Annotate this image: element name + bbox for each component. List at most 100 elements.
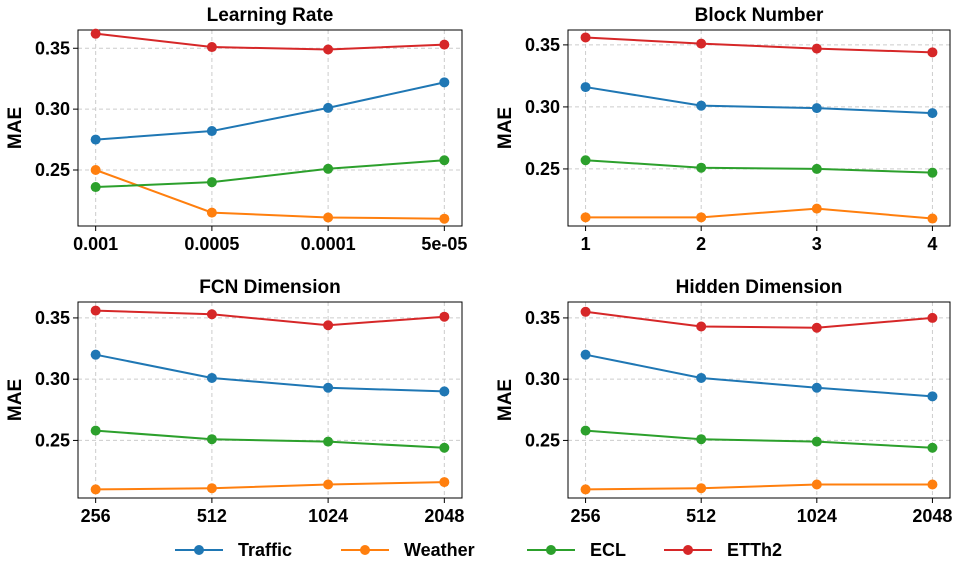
data-point-weather (811, 203, 822, 214)
x-tick-label: 4 (927, 234, 937, 254)
y-axis-label: MAE (495, 107, 516, 149)
data-point-weather (580, 484, 591, 495)
series-etth2 (580, 306, 938, 333)
data-point-weather (439, 477, 450, 488)
series-line-etth2 (95, 309, 445, 327)
data-point-ecl (927, 167, 938, 178)
series-traffic (580, 349, 938, 402)
x-tick-label: 512 (686, 506, 716, 526)
chart-title: Block Number (695, 5, 824, 26)
legend-item-ecl: ECL (527, 540, 626, 560)
data-point-ecl (439, 442, 450, 453)
data-point-ecl (206, 434, 217, 445)
data-point-traffic (323, 102, 334, 113)
y-tick-label: 0.25 (525, 159, 560, 179)
data-point-ecl (90, 182, 101, 193)
y-tick-label: 0.35 (35, 308, 70, 328)
y-tick-label: 0.25 (35, 160, 70, 180)
legend-swatch-marker (194, 545, 204, 555)
legend-swatch-marker (546, 545, 556, 555)
data-point-weather (90, 165, 101, 175)
data-point-etth2 (580, 306, 591, 317)
data-point-etth2 (439, 311, 450, 322)
data-point-etth2 (90, 305, 101, 316)
series-line-etth2 (95, 32, 445, 51)
y-tick-label: 0.25 (525, 430, 560, 450)
series-traffic (90, 77, 450, 145)
data-point-ecl (580, 155, 591, 166)
data-point-traffic (811, 103, 822, 114)
x-tick-label: 1024 (308, 506, 348, 526)
legend-item-etth2: ETTh2 (664, 540, 782, 560)
data-point-ecl (696, 162, 707, 173)
y-axis-label: MAE (5, 379, 26, 421)
data-point-etth2 (439, 39, 450, 50)
data-point-etth2 (90, 28, 101, 39)
x-tick-label: 0.0001 (301, 234, 356, 254)
data-point-traffic (206, 372, 217, 383)
plot-frame (77, 301, 463, 499)
data-point-etth2 (323, 320, 334, 331)
data-point-weather (90, 484, 101, 495)
y-axis-label: MAE (495, 379, 516, 421)
chart-title: FCN Dimension (199, 277, 340, 298)
data-point-ecl (696, 434, 707, 445)
data-point-traffic (927, 108, 938, 119)
legend-swatch-marker (360, 545, 370, 555)
data-point-ecl (323, 163, 334, 174)
series-line-weather (585, 483, 933, 491)
data-point-etth2 (696, 321, 707, 332)
x-tick-label: 0.0005 (184, 234, 239, 254)
data-point-ecl (90, 425, 101, 436)
data-point-traffic (580, 82, 591, 93)
data-point-weather (323, 212, 334, 223)
data-point-weather (811, 479, 822, 490)
data-point-weather (323, 479, 334, 490)
series-line-weather (585, 207, 933, 220)
x-tick-label: 256 (571, 506, 601, 526)
panel-fcn-dimension: 0.25 0.30 0.35 256 512 1024 2048 FCN Dimension M… (5, 277, 464, 526)
series-etth2 (90, 305, 450, 331)
series-line-ecl (95, 159, 445, 189)
series-weather (90, 477, 450, 495)
plot-frame (77, 29, 463, 227)
x-tick-label: 1 (581, 234, 591, 254)
y-axis-label: MAE (5, 107, 26, 149)
legend-item-weather: Weather (341, 540, 475, 560)
legend-label: ETTh2 (727, 540, 782, 560)
x-tick-label: 256 (81, 506, 111, 526)
data-point-etth2 (323, 44, 334, 55)
data-point-etth2 (696, 38, 707, 49)
data-point-ecl (580, 425, 591, 436)
data-point-traffic (696, 100, 707, 111)
series-ecl (580, 425, 938, 453)
series-ecl (580, 155, 938, 178)
data-point-etth2 (927, 47, 938, 58)
y-tick-label: 0.30 (525, 97, 560, 117)
data-point-etth2 (206, 42, 217, 53)
data-point-traffic (927, 391, 938, 402)
data-point-ecl (811, 163, 822, 174)
data-point-weather (696, 212, 707, 223)
legend-label: ECL (590, 540, 626, 560)
series-etth2 (90, 28, 450, 55)
data-point-traffic (90, 134, 101, 145)
data-point-traffic (696, 372, 707, 383)
x-tick-label: 2048 (424, 506, 464, 526)
data-point-ecl (439, 155, 450, 166)
data-point-ecl (323, 436, 334, 447)
legend: Traffic Weather ECL ETTh2 (175, 540, 782, 560)
series-line-etth2 (585, 36, 933, 54)
series-line-weather (95, 169, 445, 220)
data-point-etth2 (580, 32, 591, 43)
legend-item-traffic: Traffic (175, 540, 292, 560)
series-traffic (580, 82, 938, 119)
x-tick-label: 512 (197, 506, 227, 526)
y-tick-label: 0.35 (525, 308, 560, 328)
y-tick-label: 0.30 (525, 369, 560, 389)
data-point-traffic (439, 386, 450, 397)
x-tick-label: 0.001 (73, 234, 118, 254)
data-point-weather (206, 483, 217, 494)
series-line-traffic (95, 81, 445, 141)
